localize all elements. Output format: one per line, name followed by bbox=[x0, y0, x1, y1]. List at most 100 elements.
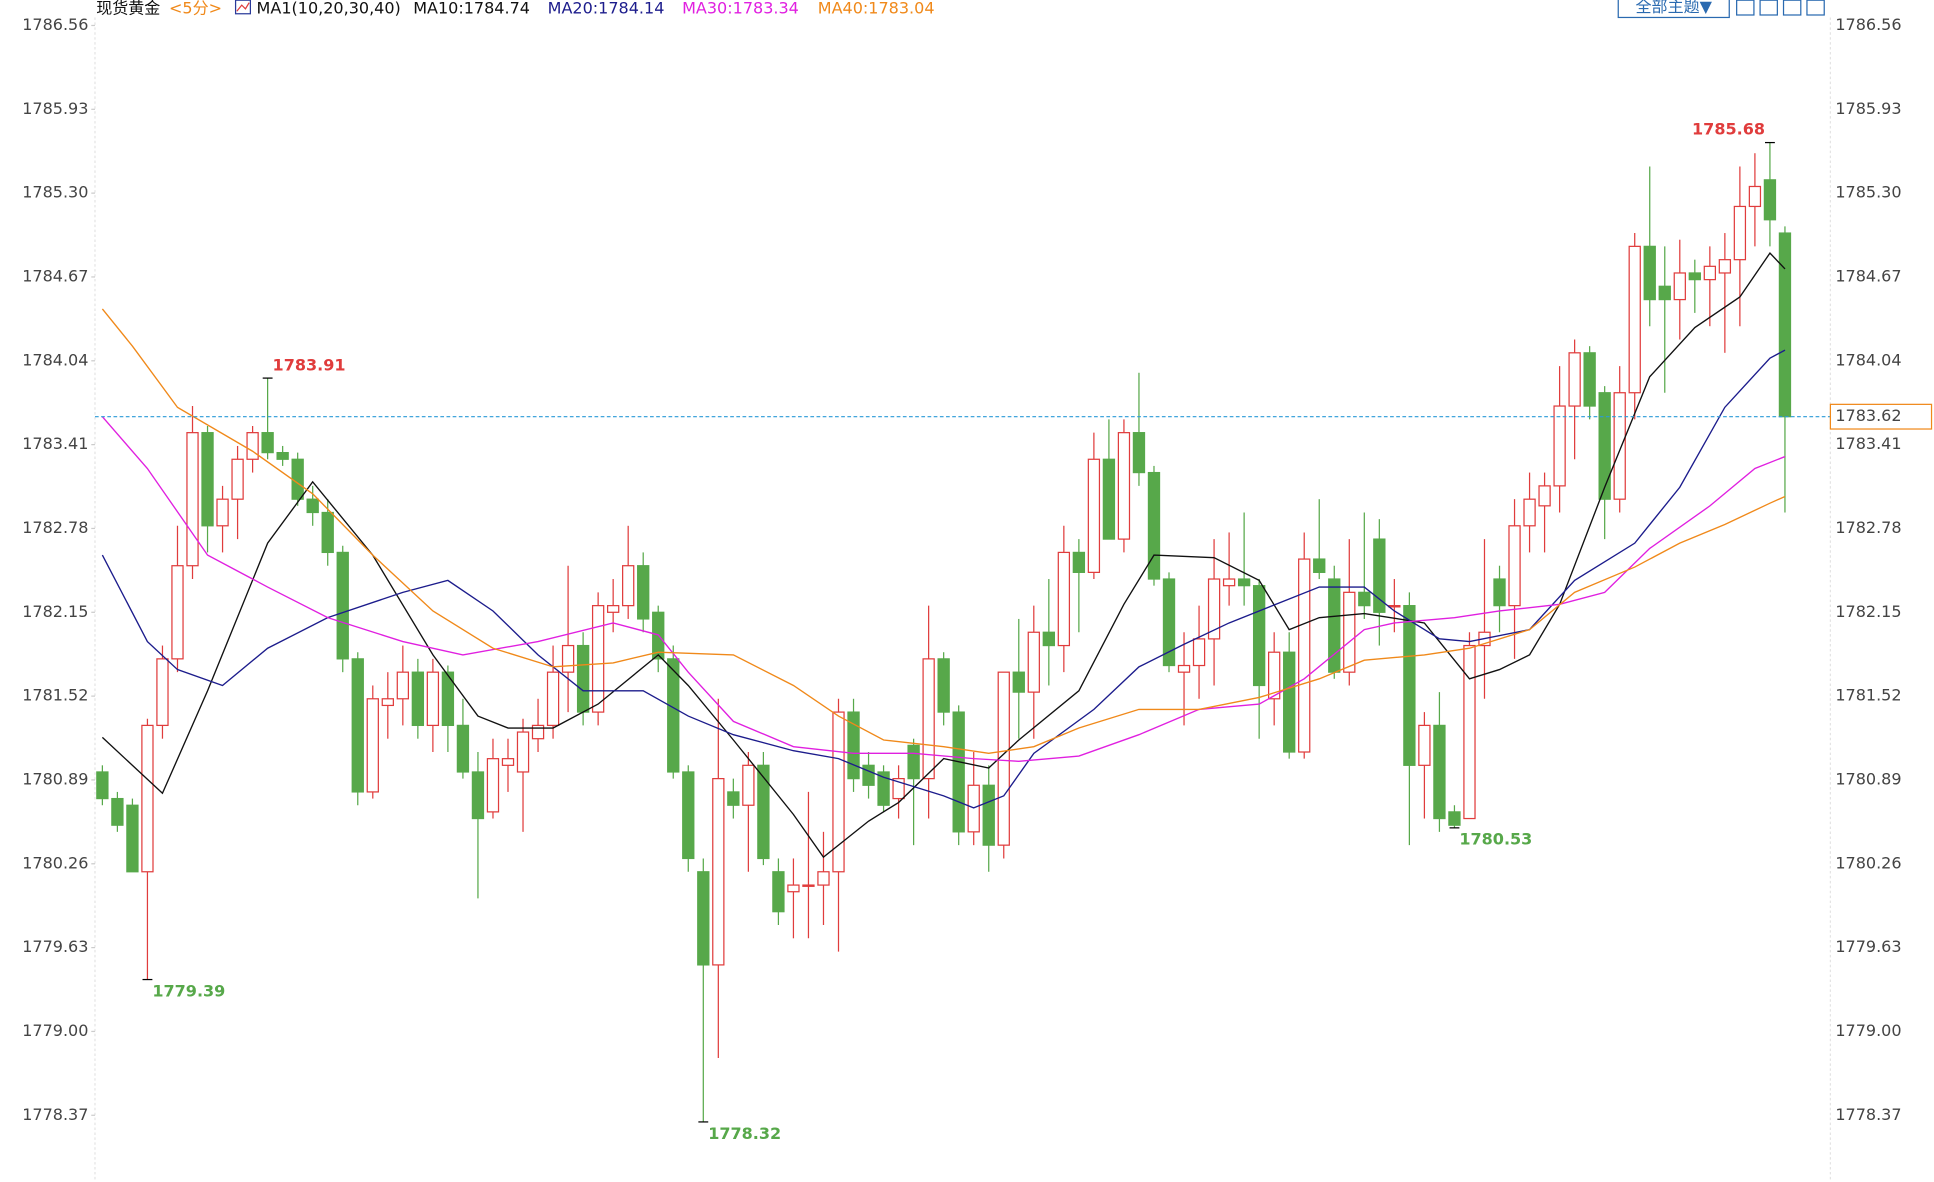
tool-button[interactable] bbox=[1736, 0, 1755, 16]
last-price-box bbox=[1829, 403, 1933, 430]
candle-body bbox=[1057, 551, 1071, 647]
candle-body bbox=[261, 432, 274, 454]
ma-line bbox=[101, 416, 1786, 763]
y-tick-label-right: 1785.30 bbox=[1835, 183, 1901, 202]
annotation-label: 1779.39 bbox=[152, 981, 225, 1000]
candle-body bbox=[1102, 458, 1116, 540]
candle-body bbox=[276, 451, 289, 460]
candle-body bbox=[997, 671, 1010, 846]
indicator-icon[interactable] bbox=[234, 0, 252, 15]
candle-body bbox=[937, 658, 950, 713]
y-tick-label: 1780.89 bbox=[22, 769, 88, 788]
candle-body bbox=[1553, 405, 1566, 487]
y-tick-label-right: 1782.15 bbox=[1835, 602, 1901, 621]
theme-button-label[interactable]: 全部主题▼ bbox=[1636, 0, 1713, 16]
candle-body bbox=[531, 724, 545, 740]
candle-body bbox=[96, 771, 109, 800]
y-tick-label-right: 1780.89 bbox=[1835, 769, 1901, 788]
candle-body bbox=[411, 671, 425, 727]
y-tick-label: 1785.93 bbox=[22, 99, 88, 118]
annotation-label: 1785.68 bbox=[1692, 120, 1765, 139]
theme-button[interactable] bbox=[1617, 0, 1730, 19]
candle-body bbox=[877, 771, 890, 806]
candle-body bbox=[1763, 179, 1777, 221]
candle-body bbox=[426, 671, 440, 727]
candle-body bbox=[516, 731, 530, 773]
candle-body bbox=[1117, 432, 1131, 540]
candle-body bbox=[1072, 551, 1086, 573]
indicator-icon-line bbox=[236, 2, 250, 12]
candle-body bbox=[1673, 272, 1686, 301]
candle-body bbox=[1418, 724, 1431, 766]
candle-body bbox=[546, 671, 560, 727]
candle-body bbox=[1523, 498, 1536, 527]
y-tick-label: 1785.30 bbox=[22, 183, 88, 202]
candle-body bbox=[126, 804, 139, 873]
y-tick-label-right: 1781.52 bbox=[1835, 686, 1901, 705]
candle-body bbox=[1748, 185, 1762, 208]
tool-button[interactable] bbox=[1806, 0, 1825, 16]
y-tick-label-right: 1785.93 bbox=[1835, 99, 1901, 118]
candle-body bbox=[1087, 458, 1101, 573]
candle-body bbox=[186, 432, 199, 567]
candle-body bbox=[712, 778, 725, 966]
candle-body bbox=[1027, 631, 1040, 693]
candle-body bbox=[306, 498, 319, 514]
candle-body bbox=[231, 458, 244, 500]
tool-button[interactable] bbox=[1782, 0, 1802, 16]
candle-body bbox=[1688, 272, 1701, 281]
legend-entry: MA40:1783.04 bbox=[818, 0, 935, 17]
last-price-label: 1783.62 bbox=[1835, 406, 1901, 425]
y-tick-label-right: 1779.63 bbox=[1835, 937, 1901, 956]
candle-body bbox=[591, 605, 605, 713]
candle-body bbox=[757, 764, 770, 860]
candle-body bbox=[486, 758, 500, 813]
candle-body bbox=[336, 551, 349, 660]
y-tick-label-right: 1784.67 bbox=[1835, 266, 1901, 285]
candle-body bbox=[561, 644, 575, 673]
ma-line bbox=[101, 251, 1786, 859]
candle-body bbox=[772, 871, 785, 913]
y-tick-label: 1779.00 bbox=[22, 1021, 88, 1040]
candle-body bbox=[1583, 352, 1596, 407]
candle-body bbox=[441, 671, 455, 727]
candle-body bbox=[111, 797, 124, 826]
candle-body bbox=[381, 698, 394, 707]
candle-body bbox=[982, 784, 995, 846]
candle-body bbox=[321, 511, 334, 554]
y-tick-label: 1783.41 bbox=[22, 434, 88, 453]
candle-body bbox=[171, 565, 184, 660]
candle-body bbox=[246, 432, 259, 460]
candle-body bbox=[576, 644, 590, 713]
candle-body bbox=[1448, 811, 1461, 826]
candle-body bbox=[1463, 644, 1476, 820]
candle-body bbox=[622, 565, 635, 607]
y-tick-label: 1781.52 bbox=[22, 686, 88, 705]
y-tick-label: 1786.56 bbox=[22, 15, 88, 34]
candle-body bbox=[1703, 265, 1717, 281]
candle-body bbox=[1162, 578, 1176, 667]
annotation-label: 1783.91 bbox=[273, 355, 346, 374]
tool-button[interactable] bbox=[1759, 0, 1778, 16]
candle-body bbox=[787, 884, 800, 893]
candle-body bbox=[1508, 525, 1521, 607]
candle-body bbox=[1568, 352, 1581, 407]
candle-body bbox=[396, 671, 410, 700]
y-tick-label: 1778.37 bbox=[22, 1105, 88, 1124]
instrument-title: 现货黄金 bbox=[96, 0, 160, 17]
ma-line bbox=[101, 308, 1786, 755]
candle-body bbox=[1493, 578, 1506, 607]
y-tick-label: 1779.63 bbox=[22, 937, 88, 956]
candle-body bbox=[832, 711, 845, 873]
candle-body bbox=[727, 791, 740, 806]
y-tick-label-right: 1783.41 bbox=[1835, 434, 1901, 453]
y-tick-label-right: 1779.00 bbox=[1835, 1021, 1901, 1040]
y-tick-label-right: 1778.37 bbox=[1835, 1105, 1901, 1124]
legend-entry: MA10:1784.74 bbox=[413, 0, 530, 17]
y-tick-label: 1784.67 bbox=[22, 266, 88, 285]
candle-body bbox=[1373, 538, 1386, 613]
candle-body bbox=[1403, 605, 1416, 766]
candle-body bbox=[156, 658, 169, 727]
candle-body bbox=[802, 884, 815, 887]
